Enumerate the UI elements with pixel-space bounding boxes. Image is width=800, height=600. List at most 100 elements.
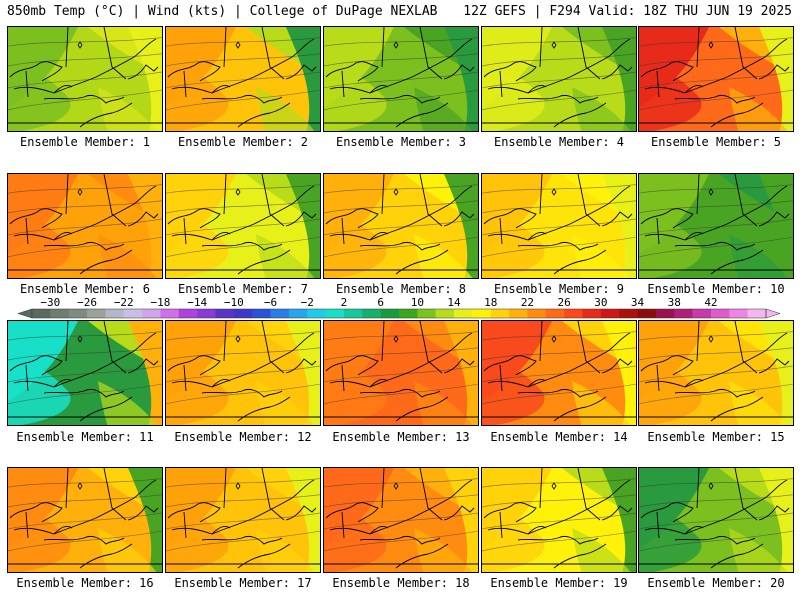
ensemble-map-graphic (324, 27, 478, 131)
ensemble-member-label: Ensemble Member: 11 (16, 430, 154, 444)
ensemble-map-panel (481, 320, 637, 426)
colorbar-tick-label: 6 (377, 296, 384, 309)
ensemble-map-graphic (8, 174, 162, 278)
colorbar-segment (399, 309, 418, 318)
ensemble-map-graphic (8, 27, 162, 131)
colorbar-graphic (17, 308, 781, 319)
colorbar-left-arrow (17, 308, 33, 319)
colorbar-segment (729, 309, 748, 318)
ensemble-map-panel (481, 173, 637, 279)
ensemble-map-graphic (482, 321, 636, 425)
ensemble-map-panel (323, 467, 479, 573)
ensemble-member-label: Ensemble Member: 9 (493, 282, 625, 296)
ensemble-member-label: Ensemble Member: 13 (332, 430, 470, 444)
colorbar-segment (362, 309, 381, 318)
colorbar-segment (472, 309, 492, 318)
ensemble-map-graphic (166, 27, 320, 131)
ensemble-map-panel (638, 173, 794, 279)
colorbar-tick-label: 10 (410, 296, 424, 309)
ensemble-member-label: Ensemble Member: 1 (19, 135, 151, 149)
ensemble-member-label: Ensemble Member: 20 (647, 576, 785, 590)
colorbar-segment (50, 309, 69, 318)
colorbar-tick-label: −14 (187, 296, 208, 309)
ensemble-map-graphic (482, 174, 636, 278)
colorbar-outline (31, 308, 767, 319)
colorbar-segment (454, 309, 473, 318)
colorbar-segment (178, 309, 198, 318)
colorbar-tick-label: 2 (340, 296, 348, 309)
colorbar-segment (68, 309, 88, 318)
ensemble-map-panel (7, 467, 163, 573)
ensemble-map-graphic (324, 174, 478, 278)
colorbar-tick-label: 26 (557, 296, 571, 309)
colorbar-segment (233, 309, 253, 318)
colorbar-tick-label: −18 (150, 296, 171, 309)
ensemble-map-panel (638, 26, 794, 132)
colorbar-segment (270, 309, 290, 318)
colorbar-segment (655, 309, 675, 318)
colorbar-segment (288, 309, 308, 318)
ensemble-map-panel (638, 467, 794, 573)
colorbar-segment (692, 309, 712, 318)
ensemble-map-graphic (639, 174, 793, 278)
colorbar: −30 −26 −22 −18 −14 −10 −6 −2 2 6 10 14 18 22 26 30 34 38… (10, 297, 790, 319)
ensemble-member-label: Ensemble Member: 7 (177, 282, 309, 296)
colorbar-segment (87, 309, 106, 318)
colorbar-segment (564, 309, 583, 318)
ensemble-member-label: Ensemble Member: 6 (19, 282, 151, 296)
colorbar-segment (527, 309, 547, 318)
ensemble-map-graphic (324, 321, 478, 425)
colorbar-segment (619, 309, 638, 318)
ensemble-map-panel (165, 173, 321, 279)
colorbar-segment (545, 309, 565, 318)
ensemble-map-panel (323, 26, 479, 132)
ensemble-map-panel (481, 26, 637, 132)
ensemble-map-graphic (8, 321, 162, 425)
ensemble-map-panel (7, 320, 163, 426)
ensemble-member-label: Ensemble Member: 3 (335, 135, 467, 149)
colorbar-segment (710, 309, 730, 318)
ensemble-member-label: Ensemble Member: 12 (174, 430, 312, 444)
ensemble-map-graphic (639, 468, 793, 572)
colorbar-segment (509, 309, 528, 318)
colorbar-tick-label: −22 (113, 296, 134, 309)
ensemble-member-label: Ensemble Member: 5 (650, 135, 782, 149)
colorbar-segment (490, 309, 510, 318)
colorbar-tick-label: 14 (447, 296, 461, 309)
ensemble-map-graphic (639, 321, 793, 425)
ensemble-member-label: Ensemble Member: 2 (177, 135, 309, 149)
colorbar-segment (380, 309, 400, 318)
colorbar-segment (435, 309, 455, 318)
colorbar-segment (600, 309, 620, 318)
colorbar-tick-label: −26 (77, 296, 97, 309)
ensemble-member-label: Ensemble Member: 16 (16, 576, 154, 590)
ensemble-member-label: Ensemble Member: 10 (647, 282, 785, 296)
colorbar-segment (747, 309, 767, 318)
ensemble-map-panel (7, 173, 163, 279)
ensemble-member-label: Ensemble Member: 18 (332, 576, 470, 590)
colorbar-segment (637, 309, 657, 318)
chart-title-right: 12Z GEFS | F294 Valid: 18Z THU JUN 19 20… (463, 4, 792, 19)
chart-title-left: 850mb Temp (°C) | Wind (kts) | College o… (7, 4, 438, 19)
ensemble-map-graphic (166, 174, 320, 278)
colorbar-tick-label: 22 (520, 296, 535, 309)
ensemble-member-label: Ensemble Member: 19 (490, 576, 628, 590)
colorbar-tick-label: 42 (704, 296, 718, 309)
colorbar-tick-label: −2 (300, 296, 314, 309)
ensemble-member-label: Ensemble Member: 8 (335, 282, 467, 296)
colorbar-segment (343, 309, 363, 318)
colorbar-segment (215, 309, 235, 318)
colorbar-segment (142, 309, 161, 318)
ensemble-map-graphic (166, 321, 320, 425)
ensemble-map-panel (638, 320, 794, 426)
colorbar-tick-label: 38 (667, 296, 681, 309)
ensemble-map-graphic (639, 27, 793, 131)
ensemble-map-panel (323, 320, 479, 426)
ensemble-map-graphic (166, 468, 320, 572)
colorbar-segment (32, 309, 51, 318)
colorbar-tick-label: 30 (594, 296, 608, 309)
ensemble-map-graphic (8, 468, 162, 572)
ensemble-map-graphic (482, 27, 636, 131)
colorbar-segment (160, 309, 180, 318)
colorbar-tick-label: −10 (223, 296, 244, 309)
